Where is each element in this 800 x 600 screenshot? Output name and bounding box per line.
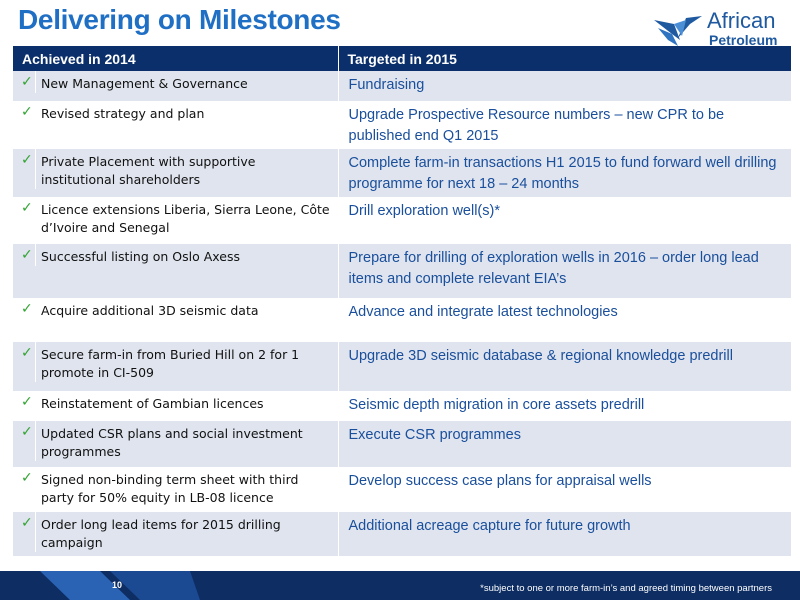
achieved-cell: ✓ Successful listing on Oslo Axess: [13, 244, 338, 266]
check-icon: ✓: [21, 515, 33, 531]
check-icon: ✓: [21, 470, 33, 486]
table-row: ✓ Secure farm-in from Buried Hill on 2 fo…: [13, 342, 792, 391]
achieved-text: Acquire additional 3D seismic data: [41, 303, 259, 318]
table-row: ✓ Private Placement with supportive insti…: [13, 149, 792, 197]
achieved-cell: ✓ Acquire additional 3D seismic data: [13, 298, 338, 320]
check-icon: ✓: [21, 301, 33, 317]
logo-text-african: African: [707, 8, 776, 33]
targeted-text: Drill exploration well(s)*: [348, 203, 501, 219]
achieved-cell: ✓ Updated CSR plans and social investment…: [13, 421, 338, 461]
logo-text-petroleum: Petroleum: [709, 32, 778, 48]
check-icon: ✓: [21, 424, 33, 440]
table-row: ✓ New Management & Governance Fundraising: [13, 71, 792, 101]
achieved-text: Order long lead items for 2015 drilling …: [41, 517, 281, 550]
table-row: ✓ Licence extensions Liberia, Sierra Leon…: [13, 197, 792, 244]
achieved-cell: ✓ Order long lead items for 2015 drilling…: [13, 512, 338, 552]
milestones-table: Achieved in 2014 Targeted in 2015 ✓ New M…: [13, 46, 792, 556]
achieved-cell: ✓ Reinstatement of Gambian licences: [13, 391, 338, 413]
targeted-text: Complete farm-in transactions H1 2015 to…: [348, 155, 777, 192]
check-icon: ✓: [21, 247, 33, 263]
achieved-text: Private Placement with supportive instit…: [41, 154, 256, 187]
check-icon: ✓: [21, 394, 33, 410]
achieved-text: Revised strategy and plan: [41, 106, 205, 121]
targeted-text: Seismic depth migration in core assets p…: [348, 397, 645, 413]
table-row: ✓ Reinstatement of Gambian licences Seism…: [13, 391, 792, 421]
table-row: ✓ Acquire additional 3D seismic data Adva…: [13, 298, 792, 342]
achieved-text: New Management & Governance: [41, 76, 248, 91]
targeted-text: Upgrade 3D seismic database & regional k…: [348, 348, 733, 364]
targeted-text: Additional acreage capture for future gr…: [348, 518, 631, 534]
footnote: *subject to one or more farm-in’s and ag…: [480, 583, 772, 594]
check-icon: ✓: [21, 152, 33, 168]
achieved-text: Successful listing on Oslo Axess: [41, 249, 241, 264]
table-row: ✓ Updated CSR plans and social investment…: [13, 421, 792, 467]
table-row: ✓ Revised strategy and plan Upgrade Prosp…: [13, 101, 792, 149]
check-icon: ✓: [21, 74, 33, 90]
footer-tab-shape: [40, 571, 200, 600]
table-row: ✓ Signed non-binding term sheet with thir…: [13, 467, 792, 512]
table-header-row: Achieved in 2014 Targeted in 2015: [13, 46, 792, 71]
targeted-text: Execute CSR programmes: [348, 427, 521, 443]
targeted-text: Develop success case plans for appraisal…: [348, 473, 652, 489]
achieved-text: Licence extensions Liberia, Sierra Leone…: [41, 202, 330, 235]
check-icon: ✓: [21, 345, 33, 361]
achieved-cell: ✓ Licence extensions Liberia, Sierra Leon…: [13, 197, 338, 237]
achieved-cell: ✓ New Management & Governance: [13, 71, 338, 93]
header-achieved: Achieved in 2014: [13, 46, 339, 71]
targeted-text: Fundraising: [348, 77, 425, 93]
achieved-text: Signed non-binding term sheet with third…: [41, 472, 299, 505]
check-icon: ✓: [21, 104, 33, 120]
achieved-cell: ✓ Private Placement with supportive insti…: [13, 149, 338, 189]
achieved-cell: ✓ Secure farm-in from Buried Hill on 2 fo…: [13, 342, 338, 382]
page-number: 10: [112, 580, 123, 590]
achieved-text: Reinstatement of Gambian licences: [41, 396, 264, 411]
table-row: ✓ Order long lead items for 2015 drilling…: [13, 512, 792, 556]
header-targeted: Targeted in 2015: [338, 46, 792, 71]
slide-title: Delivering on Milestones: [18, 4, 341, 35]
bird-logo-icon: [654, 16, 702, 46]
targeted-text: Upgrade Prospective Resource numbers – n…: [348, 107, 725, 144]
achieved-text: Updated CSR plans and social investment …: [41, 426, 303, 459]
targeted-text: Prepare for drilling of exploration well…: [348, 250, 759, 287]
company-logo: African Petroleum: [652, 8, 798, 48]
achieved-text: Secure farm-in from Buried Hill on 2 for…: [41, 347, 300, 380]
check-icon: ✓: [21, 200, 33, 216]
targeted-text: Advance and integrate latest technologie…: [348, 304, 618, 320]
achieved-cell: ✓ Signed non-binding term sheet with thir…: [13, 467, 338, 507]
achieved-cell: ✓ Revised strategy and plan: [13, 101, 338, 123]
table-row: ✓ Successful listing on Oslo Axess Prepar…: [13, 244, 792, 298]
